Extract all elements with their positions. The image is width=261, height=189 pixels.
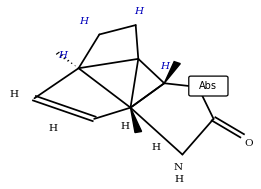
Text: N: N <box>174 163 183 172</box>
Text: H: H <box>79 17 88 26</box>
Text: H: H <box>134 7 143 16</box>
Text: Abs: Abs <box>199 81 217 91</box>
Text: H: H <box>58 51 68 60</box>
Text: H: H <box>152 143 161 152</box>
Text: H: H <box>174 175 183 184</box>
Polygon shape <box>164 62 180 83</box>
FancyBboxPatch shape <box>189 76 228 96</box>
Text: H: H <box>160 62 169 71</box>
Polygon shape <box>130 108 141 132</box>
Text: H: H <box>121 122 130 131</box>
Text: O: O <box>244 139 253 148</box>
Text: H: H <box>9 90 18 99</box>
Text: H: H <box>48 124 57 133</box>
